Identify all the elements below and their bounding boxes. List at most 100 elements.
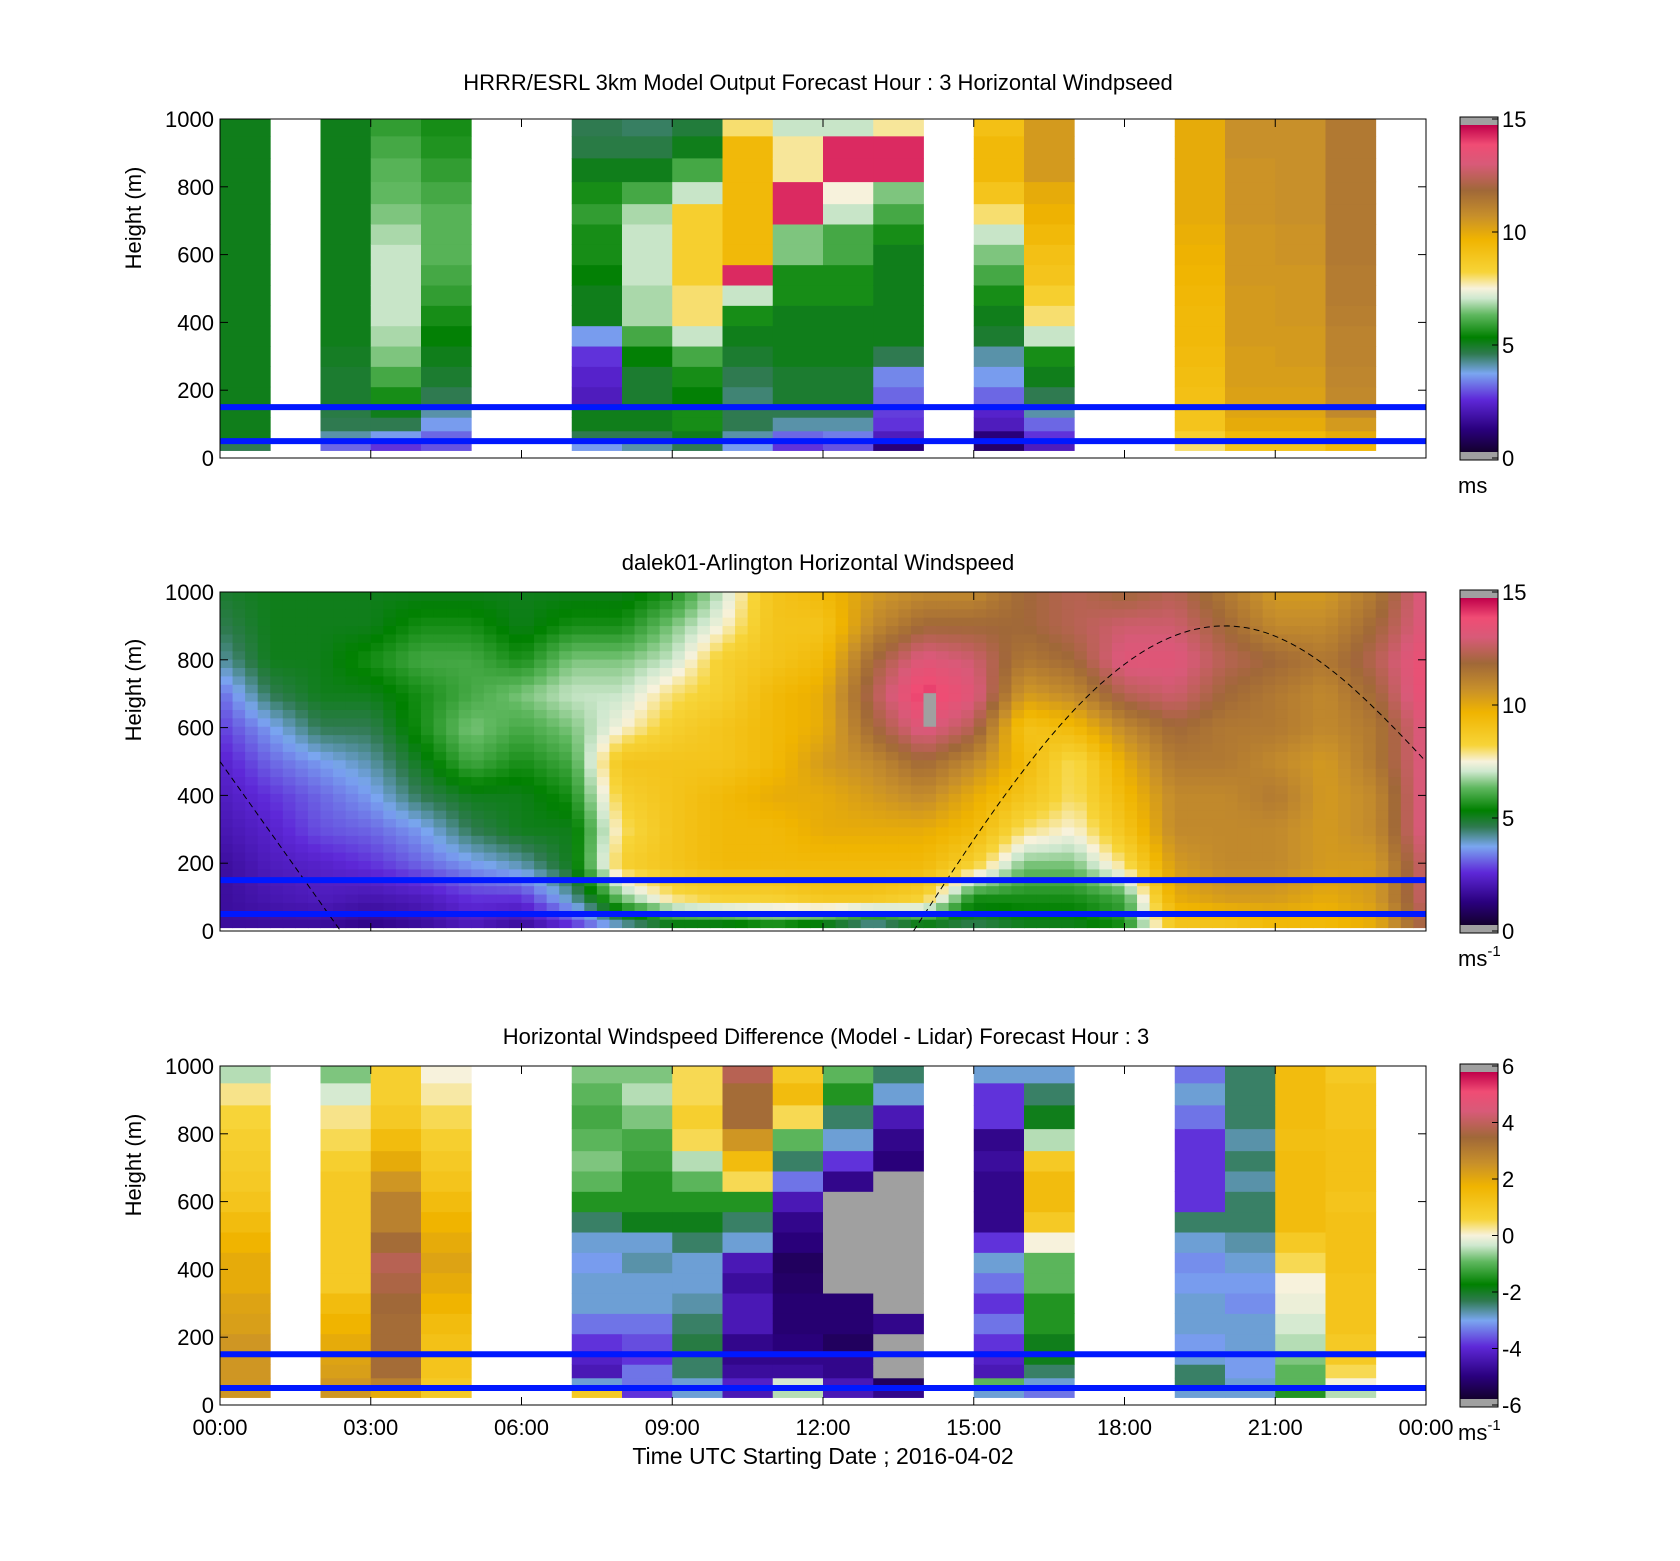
heatmap-cell: [697, 894, 711, 903]
heatmap-cell: [684, 684, 698, 694]
heatmap-cell: [709, 600, 723, 610]
heatmap-cell: [873, 684, 887, 694]
heatmap-cell: [584, 734, 598, 744]
heatmap-cell: [521, 818, 535, 828]
heatmap-cell: [709, 625, 723, 635]
heatmap-cell: [458, 642, 472, 652]
heatmap-cell: [1375, 667, 1389, 677]
heatmap-cell: [1275, 1364, 1326, 1379]
heatmap-cell: [1300, 919, 1314, 929]
heatmap-cell: [1275, 860, 1289, 870]
heatmap-cell: [421, 1104, 472, 1130]
heatmap-cell: [508, 894, 522, 903]
heatmap-cell: [320, 346, 372, 367]
heatmap-cell: [571, 659, 585, 669]
heatmap-cell: [1199, 835, 1213, 845]
heatmap-cell: [923, 810, 937, 820]
heatmap-cell: [1300, 617, 1314, 627]
heatmap-cell: [584, 608, 598, 618]
heatmap-cell: [1363, 868, 1377, 878]
heatmap-cell: [571, 1082, 623, 1106]
heatmap-cell: [257, 843, 271, 853]
heatmap-cell: [910, 608, 924, 618]
heatmap-cell: [471, 717, 485, 727]
heatmap-cell: [910, 684, 924, 694]
heatmap-cell: [345, 826, 359, 836]
heatmap-cell: [848, 709, 862, 719]
heatmap-cell: [559, 801, 573, 811]
heatmap-cell: [320, 1333, 372, 1352]
heatmap-cell: [1338, 768, 1352, 778]
heatmap-cell: [483, 692, 497, 702]
heatmap-cell: [1325, 701, 1339, 710]
heatmap-cell: [1162, 810, 1176, 820]
heatmap-cell: [910, 659, 924, 669]
heatmap-cell: [1162, 600, 1176, 610]
heatmap-cell: [358, 684, 372, 694]
heatmap-cell: [923, 759, 937, 769]
heatmap-cell: [1275, 625, 1289, 635]
heatmap-cell: [1312, 843, 1326, 853]
heatmap-cell: [873, 675, 887, 685]
heatmap-cell: [760, 717, 774, 727]
heatmap-cell: [1225, 826, 1239, 836]
heatmap-cell: [672, 135, 723, 159]
heatmap-cell: [873, 902, 887, 912]
heatmap-cell: [546, 717, 560, 727]
heatmap-cell: [785, 784, 799, 794]
heatmap-cell: [898, 868, 912, 878]
heatmap-cell: [609, 768, 623, 778]
heatmap-cell: [973, 1293, 1025, 1314]
heatmap-cell: [973, 709, 987, 719]
heatmap-cell: [1388, 701, 1402, 710]
heatmap-cell: [747, 776, 761, 786]
heatmap-cell: [885, 868, 899, 878]
heatmap-cell: [220, 244, 271, 266]
heatmap-cell: [672, 835, 686, 845]
heatmap-cell: [1237, 667, 1251, 677]
heatmap-cell: [622, 868, 636, 878]
heatmap-cell: [634, 776, 648, 786]
heatmap-cell: [622, 843, 636, 853]
heatmap-cell: [546, 734, 560, 744]
heatmap-cell: [508, 592, 522, 601]
heatmap-cell: [1011, 768, 1025, 778]
heatmap-cell: [873, 386, 924, 405]
heatmap-cell: [823, 692, 837, 702]
heatmap-cell: [320, 1313, 372, 1335]
heatmap-cell: [1262, 600, 1276, 610]
heatmap-cell: [986, 818, 1000, 828]
heatmap-cell: [1250, 743, 1264, 752]
heatmap-cell: [1024, 181, 1075, 205]
heatmap-cell: [735, 885, 749, 895]
heatmap-cell: [220, 1128, 271, 1152]
heatmap-cell: [1086, 801, 1100, 811]
heatmap-cell: [345, 784, 359, 794]
heatmap-cell: [1287, 843, 1301, 853]
heatmap-cell: [785, 726, 799, 736]
heatmap-cell: [634, 751, 648, 761]
heatmap-cell: [1074, 608, 1088, 618]
heatmap-cell: [835, 675, 849, 685]
heatmap-cell: [860, 793, 874, 803]
heatmap-cell: [885, 768, 899, 778]
heatmap-cell: [333, 642, 347, 652]
heatmap-cell: [1338, 617, 1352, 627]
heatmap-cell: [923, 726, 937, 736]
heatmap-cell: [1325, 346, 1377, 367]
heatmap-cell: [559, 919, 573, 929]
heatmap-cell: [1312, 684, 1326, 694]
heatmap-cell: [546, 592, 560, 601]
heatmap-cell: [659, 801, 673, 811]
heatmap-cell: [998, 592, 1012, 601]
heatmap-cell: [295, 885, 309, 895]
heatmap-cell: [1338, 701, 1352, 710]
heatmap-cell: [1225, 642, 1239, 652]
heatmap-cell: [1049, 625, 1063, 635]
heatmap-cell: [270, 642, 284, 652]
heatmap-cell: [810, 625, 824, 635]
heatmap-cell: [521, 743, 535, 752]
heatmap-cell: [634, 701, 648, 710]
heatmap-cell: [823, 366, 874, 388]
heatmap-cell: [647, 625, 661, 635]
